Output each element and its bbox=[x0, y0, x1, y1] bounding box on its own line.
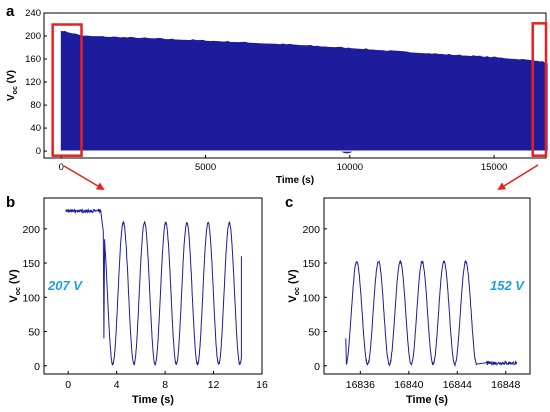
panel-b: b 0 50 100 150 200 0 4 8 12 16 Time (s) 207 V bbox=[6, 194, 268, 406]
y-tick-label-b: 100 bbox=[22, 292, 40, 304]
x-tick-label-b: 8 bbox=[162, 379, 168, 391]
x-tick-label-b: 12 bbox=[208, 379, 220, 391]
x-tick-label-b: 4 bbox=[114, 379, 120, 391]
x-tick-label-c: 16844 bbox=[443, 379, 472, 391]
x-tick-label-a: 15000 bbox=[481, 162, 507, 173]
x-tick-label-b: 16 bbox=[256, 379, 268, 391]
x-tick-label-c: 16840 bbox=[394, 379, 423, 391]
panel-c: c 0 50 100 150 200 16836 16840 16844 16848 Time (s… bbox=[285, 194, 531, 406]
y-tick-label-c: 50 bbox=[308, 327, 320, 339]
annotation-b: 207 V bbox=[47, 278, 83, 293]
panel-a: a 0 40 80 120 160 200 240 0 5000 10000 15000 Time (s… bbox=[6, 3, 548, 186]
y-tick-label-c: 0 bbox=[314, 361, 320, 373]
panel-letter-a: a bbox=[6, 3, 15, 20]
zoom-arrow-c bbox=[497, 164, 539, 191]
y-tick-label-b: 0 bbox=[34, 361, 40, 373]
x-axis-label-c: Time (s) bbox=[406, 394, 448, 406]
y-tick-label-c: 100 bbox=[302, 292, 320, 304]
y-axis-label-b: Voc (V) bbox=[8, 269, 22, 303]
axes-frame-b bbox=[43, 197, 263, 375]
zoom-arrow-b bbox=[63, 165, 105, 191]
x-tick-label-c: 16848 bbox=[491, 379, 520, 391]
panel-letter-c: c bbox=[285, 194, 293, 211]
y-tick-label-a: 160 bbox=[25, 54, 41, 65]
y-axis-label-a: Voc (V) bbox=[6, 70, 19, 101]
axes-frame-c bbox=[323, 197, 531, 375]
y-tick-label-a: 240 bbox=[25, 8, 41, 19]
x-tick-label-b: 0 bbox=[65, 379, 71, 391]
x-tick-label-a: 5000 bbox=[195, 162, 216, 173]
y-axis-label-c: Voc (V) bbox=[287, 269, 301, 303]
x-tick-label-c: 16836 bbox=[346, 379, 375, 391]
y-tick-label-a: 200 bbox=[25, 31, 41, 42]
panel-letter-b: b bbox=[6, 194, 15, 211]
y-tick-label-a: 0 bbox=[36, 146, 41, 157]
series-voc-dip bbox=[341, 151, 353, 154]
y-tick-label-a: 120 bbox=[25, 77, 41, 88]
y-tick-label-a: 80 bbox=[30, 100, 41, 111]
highlight-box-end bbox=[531, 22, 548, 157]
series-voc-top-edge bbox=[61, 30, 547, 65]
y-tick-label-c: 150 bbox=[302, 258, 320, 270]
y-tick-label-b: 200 bbox=[22, 224, 40, 236]
y-tick-label-c: 200 bbox=[302, 224, 320, 236]
x-tick-label-a: 10000 bbox=[337, 162, 363, 173]
x-axis-label-b: Time (s) bbox=[132, 394, 174, 406]
y-tick-label-a: 40 bbox=[30, 123, 41, 134]
y-tick-label-b: 150 bbox=[22, 258, 40, 270]
series-voc-b bbox=[65, 208, 242, 367]
series-voc-envelope bbox=[60, 30, 548, 151]
series-voc-c bbox=[345, 259, 517, 368]
x-axis-label-a: Time (s) bbox=[276, 175, 314, 186]
x-tick-label-a: 0 bbox=[59, 162, 64, 173]
y-tick-label-b: 50 bbox=[28, 327, 40, 339]
annotation-c: 152 V bbox=[490, 278, 525, 293]
highlight-box-start bbox=[51, 23, 83, 157]
